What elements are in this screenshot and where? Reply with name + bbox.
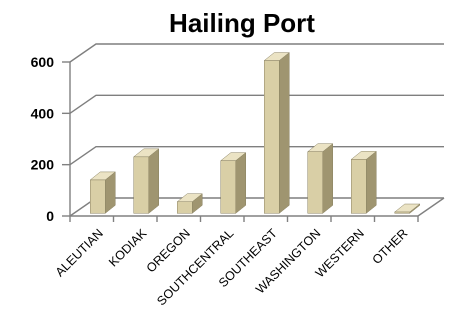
bar-western bbox=[350, 150, 377, 214]
bar-aleutian bbox=[89, 171, 116, 214]
bar-front-face bbox=[394, 211, 410, 214]
bar-front-face bbox=[90, 179, 106, 214]
chart-title: Hailing Port bbox=[169, 8, 315, 38]
bar-side-face bbox=[235, 152, 246, 214]
bar-front-face bbox=[220, 160, 236, 214]
gridline bbox=[69, 145, 444, 166]
x-axis-labels: ALEUTIAN KODIAKOREGONSOUTHCENTRALSOUTHEAS… bbox=[53, 216, 419, 308]
x-category-label: OTHER bbox=[370, 226, 411, 267]
y-axis-ticks: 0 200 400 600 bbox=[31, 54, 70, 224]
x-category-label: ALEUTIAN bbox=[53, 226, 106, 279]
bar-front-face bbox=[177, 201, 193, 214]
chart-gridlines bbox=[69, 43, 445, 217]
x-category-label: SOUTHCENTRAL bbox=[154, 226, 236, 308]
floor-front-edge bbox=[70, 197, 445, 217]
bar-front-face bbox=[307, 151, 323, 214]
gridline bbox=[69, 43, 444, 63]
bar-front-face bbox=[264, 60, 280, 214]
x-category-label: KODIAK bbox=[106, 226, 150, 270]
y-tick-label: 0 bbox=[46, 208, 54, 224]
bar-kodiak bbox=[133, 148, 160, 214]
bar-oregon bbox=[176, 193, 203, 214]
y-tick-label: 400 bbox=[31, 105, 55, 121]
bar-washington bbox=[307, 143, 334, 214]
bar-front-face bbox=[133, 156, 149, 214]
bar-side-face bbox=[366, 150, 377, 214]
chart-bars bbox=[89, 52, 421, 214]
bar-side-face bbox=[148, 148, 159, 214]
y-tick-label: 200 bbox=[31, 157, 55, 173]
bar-front-face bbox=[351, 159, 367, 214]
y-tick-label: 600 bbox=[31, 54, 55, 70]
bar-side-face bbox=[322, 143, 333, 214]
bar-southcentral bbox=[220, 152, 247, 214]
bar-side-face bbox=[279, 52, 290, 214]
bar-other bbox=[394, 203, 421, 214]
bar-southeast bbox=[263, 52, 290, 214]
gridline bbox=[69, 94, 444, 114]
